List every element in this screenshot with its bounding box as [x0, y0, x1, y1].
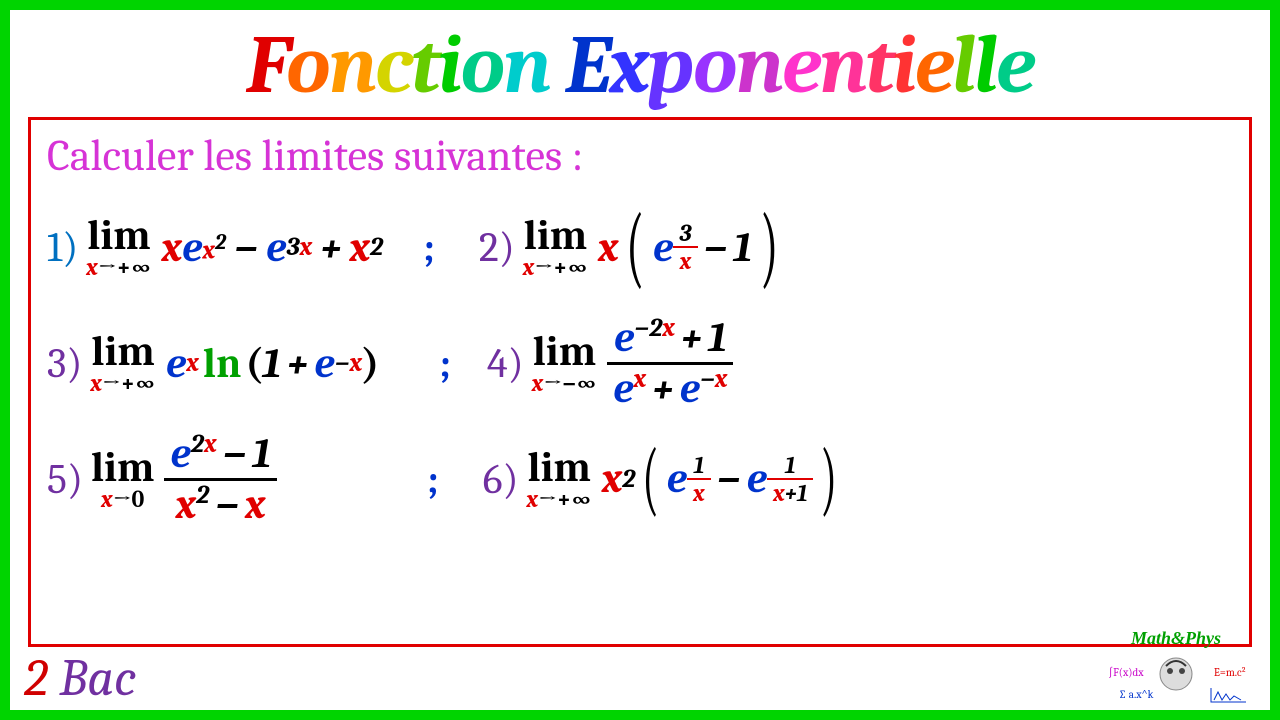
footer-text: Bac — [59, 648, 136, 708]
pnum-3: 3) — [47, 339, 82, 388]
pnum-6: 6) — [483, 455, 519, 504]
title: Fonction Exponentielle — [10, 10, 1270, 117]
sep-icon: ; — [439, 339, 451, 388]
outer-border: Fonction Exponentielle Calculer les limi… — [0, 0, 1280, 720]
sep-icon: ; — [427, 455, 439, 504]
svg-text:∑ a.x^k: ∑ a.x^k — [1119, 688, 1154, 701]
problem-4: 4) lim x→−∞ e−2x+1 ex+e−x — [487, 314, 733, 411]
content-box: Calculer les limites suivantes : 1) lim … — [28, 117, 1252, 647]
logo-mathphys: Math&Phys ∫F(x)dx E=m.c² ∑ a.x^k — [1096, 626, 1256, 706]
lim-4: lim x→−∞ — [532, 331, 597, 395]
lim-6: lim x→+∞ — [527, 447, 592, 511]
lim-1: lim x→+∞ — [86, 215, 151, 279]
svg-text:∫F(x)dx: ∫F(x)dx — [1108, 666, 1144, 679]
row-2: 3) lim x→+∞ ex ln(1+e−x) ; 4) lim x→−∞ — [47, 309, 1233, 417]
sep-icon: ; — [423, 223, 435, 272]
footer-num: 2 — [24, 648, 48, 708]
svg-text:E=m.c²: E=m.c² — [1214, 666, 1246, 679]
row-3: 5) lim x→0 e2x−1 x2−x ; 6) lim — [47, 425, 1233, 533]
logo-brand: Math&Phys — [1130, 628, 1221, 648]
problem-2: 2) lim x→+∞ x ( e3x −1 ) — [479, 215, 786, 279]
pnum-1: 1) — [47, 223, 78, 272]
instruction: Calculer les limites suivantes : — [47, 130, 1233, 181]
problem-5: 5) lim x→0 e2x−1 x2−x — [47, 430, 277, 527]
lim-3: lim x→+∞ — [90, 331, 155, 395]
lim-5: lim x→0 — [91, 447, 154, 511]
pnum-4: 4) — [487, 339, 524, 388]
pnum-5: 5) — [47, 455, 83, 504]
pnum-2: 2) — [479, 223, 515, 272]
lim-2: lim x→+∞ — [523, 215, 588, 279]
problem-1: 1) lim x→+∞ xex2 − e3x + x2 — [47, 215, 383, 279]
problem-6: 6) lim x→+∞ x2 ( e1x − e1x+1 ) — [483, 447, 845, 511]
problem-3: 3) lim x→+∞ ex ln(1+e−x) — [47, 331, 379, 395]
row-1: 1) lim x→+∞ xex2 − e3x + x2 ; 2) lim — [47, 193, 1233, 301]
footer: 2 Bac — [24, 648, 137, 708]
